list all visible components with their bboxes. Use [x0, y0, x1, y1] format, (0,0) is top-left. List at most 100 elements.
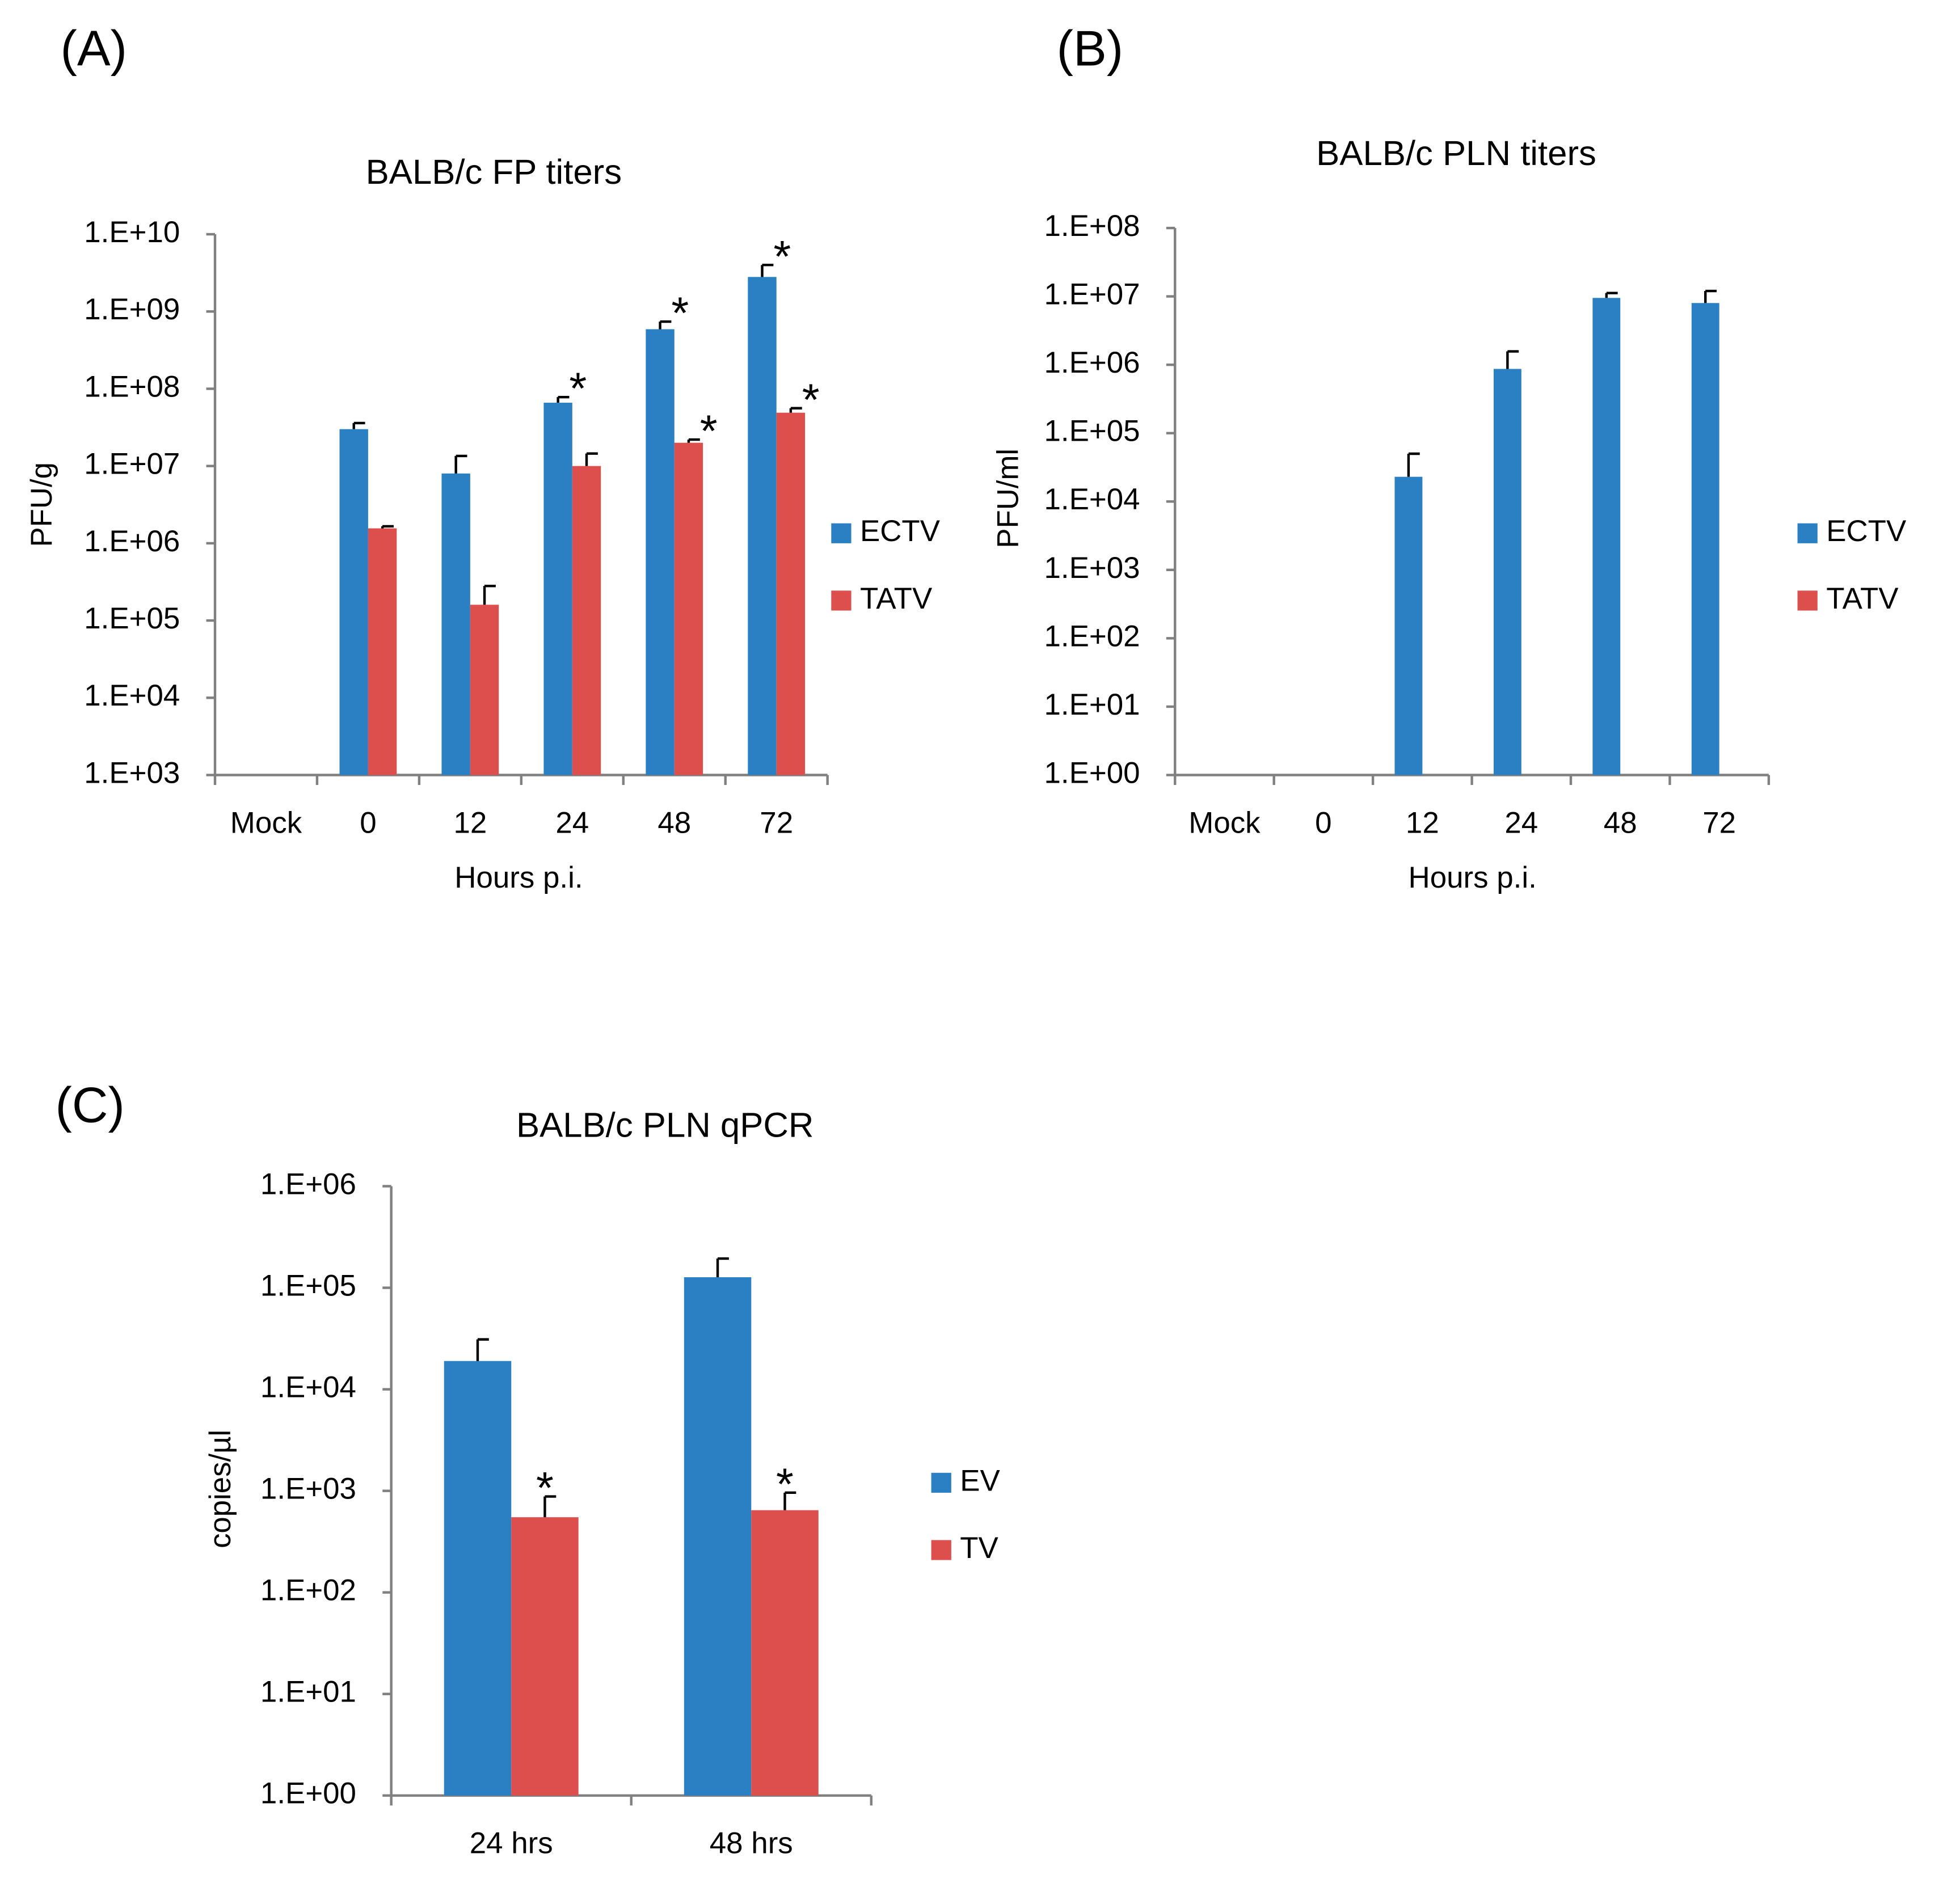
error-bar	[783, 1491, 796, 1510]
legend-label: ECTV	[1826, 514, 1906, 548]
x-tick-label: 24 hrs	[470, 1827, 553, 1860]
bar	[441, 473, 470, 775]
x-axis-label: Hours p.i.	[454, 861, 583, 894]
error-bar	[716, 1257, 729, 1277]
chart-title: BALB/c PLN qPCR	[516, 1106, 814, 1145]
legend-swatch	[1797, 523, 1818, 543]
y-tick-label: 1.E+05	[260, 1269, 356, 1303]
bar	[511, 1517, 579, 1796]
error-bar	[789, 407, 802, 413]
bar	[572, 466, 601, 775]
error-bar	[454, 454, 467, 474]
x-tick-label: Mock	[230, 806, 302, 839]
bar	[1691, 303, 1719, 775]
x-tick-label: 72	[1702, 806, 1736, 839]
legend-swatch	[831, 523, 852, 543]
bar	[751, 1510, 819, 1796]
x-tick-label: Mock	[1188, 806, 1261, 839]
significance-marker: *	[802, 374, 820, 425]
y-tick-label: 1.E+03	[84, 757, 180, 790]
error-bar	[659, 320, 672, 330]
bar	[1592, 298, 1621, 775]
y-tick-label: 1.E+08	[84, 370, 180, 403]
bar	[776, 412, 806, 775]
error-bar	[476, 1338, 489, 1361]
y-axis-label: PFU/g	[25, 462, 58, 547]
significance-marker: *	[569, 363, 587, 413]
significance-marker: *	[536, 1463, 554, 1513]
bar	[470, 605, 499, 775]
legend-label: TATV	[1826, 582, 1898, 615]
y-tick-label: 1.E+04	[1044, 483, 1140, 516]
x-tick-label: 24	[1504, 806, 1538, 839]
x-tick-label: 0	[1315, 806, 1331, 839]
y-tick-label: 1.E+04	[260, 1371, 356, 1404]
y-tick-label: 1.E+07	[1044, 278, 1140, 311]
x-tick-label: 48	[1604, 806, 1637, 839]
y-tick-label: 1.E+00	[1044, 757, 1140, 790]
y-tick-label: 1.E+08	[1044, 209, 1140, 243]
legend-swatch	[931, 1472, 951, 1493]
y-axis-label: PFU/ml	[991, 449, 1025, 548]
y-tick-label: 1.E+06	[1044, 346, 1140, 379]
bar	[444, 1361, 512, 1796]
bar	[1493, 369, 1521, 775]
y-tick-label: 1.E+03	[1044, 551, 1140, 585]
y-tick-label: 1.E+01	[260, 1675, 356, 1709]
x-tick-label: 48	[657, 806, 691, 839]
x-tick-label: 12	[453, 806, 487, 839]
x-tick-label: 0	[360, 806, 376, 839]
panel-label: (A)	[61, 20, 127, 77]
legend-swatch	[831, 590, 852, 611]
legend-label: TATV	[860, 582, 932, 615]
x-tick-label: 72	[760, 806, 793, 839]
error-bar	[761, 264, 774, 277]
y-tick-label: 1.E+10	[84, 216, 180, 249]
y-tick-label: 1.E+09	[84, 293, 180, 326]
error-bar	[1407, 452, 1420, 477]
error-bar	[543, 1495, 557, 1518]
y-tick-label: 1.E+03	[260, 1472, 356, 1506]
y-tick-label: 1.E+04	[84, 679, 180, 712]
y-tick-label: 1.E+06	[260, 1167, 356, 1201]
legend-label: ECTV	[860, 514, 940, 548]
significance-marker: *	[776, 1459, 794, 1509]
bar	[646, 329, 675, 775]
error-bar	[687, 438, 700, 443]
chart-title: BALB/c FP titers	[366, 153, 622, 192]
x-tick-label: 48 hrs	[710, 1827, 793, 1860]
legend-swatch	[1797, 590, 1818, 611]
bar	[339, 429, 368, 775]
bar	[1394, 476, 1423, 775]
y-tick-label: 1.E+07	[84, 447, 180, 481]
error-bar	[1506, 350, 1519, 369]
significance-marker: *	[671, 288, 689, 338]
y-tick-label: 1.E+05	[84, 602, 180, 635]
y-axis-label: copies/µl	[204, 1430, 237, 1548]
bar	[368, 528, 397, 775]
y-tick-label: 1.E+05	[1044, 415, 1140, 448]
legend-swatch	[931, 1540, 951, 1560]
bar	[748, 277, 777, 775]
y-tick-label: 1.E+02	[260, 1574, 356, 1607]
significance-marker: *	[773, 231, 791, 281]
legend-label: TV	[960, 1531, 998, 1565]
bar	[684, 1277, 752, 1796]
error-bar	[1704, 289, 1717, 303]
x-axis-label: Hours p.i.	[1409, 861, 1537, 894]
error-bar	[381, 525, 394, 529]
y-tick-label: 1.E+02	[1044, 619, 1140, 653]
chart-title: BALB/c PLN titers	[1316, 134, 1596, 173]
bar	[543, 403, 572, 775]
y-tick-label: 1.E+00	[260, 1777, 356, 1810]
panel-label: (C)	[55, 1077, 124, 1133]
error-bar	[352, 421, 365, 429]
error-bar	[557, 395, 570, 403]
error-bar	[1605, 292, 1618, 298]
legend-label: EV	[960, 1464, 1000, 1497]
bar	[674, 442, 703, 775]
error-bar	[483, 584, 496, 605]
y-tick-label: 1.E+01	[1044, 688, 1140, 721]
x-tick-label: 24	[555, 806, 589, 839]
